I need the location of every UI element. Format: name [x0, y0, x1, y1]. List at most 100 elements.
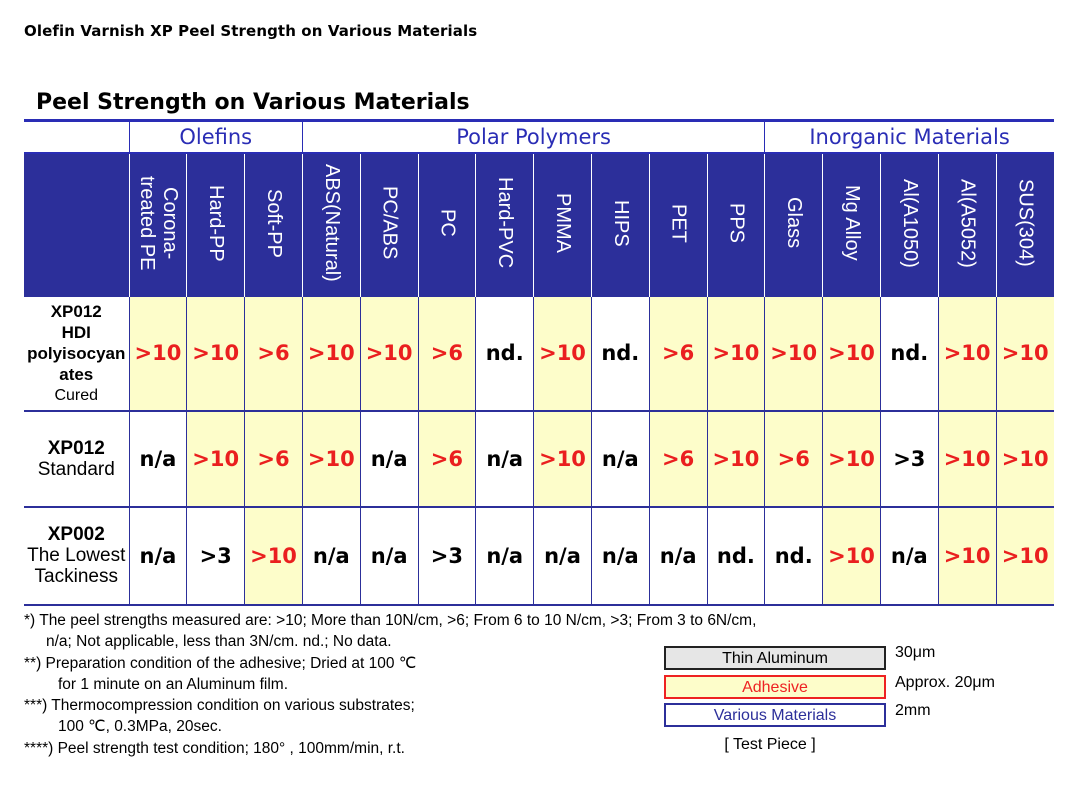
row-header-product: XP002 [47, 524, 105, 545]
material-header-row: Corona- treated PE Hard-PP Soft-PP ABS(N… [24, 152, 1054, 297]
material-header: HIPS [591, 152, 650, 297]
value-cell: >6 [764, 410, 824, 508]
footnote-line: for 1 minute on an Aluminum film. [58, 675, 289, 693]
material-header: PET [649, 152, 708, 297]
value-cell: >10 [996, 410, 1054, 508]
row-header-line: polyisocyan [27, 343, 126, 363]
value-cell: >10 [707, 296, 766, 412]
material-header: SUS(304) [996, 152, 1054, 297]
material-header: Soft-PP [244, 152, 303, 297]
value-cell: >6 [649, 410, 708, 508]
material-label: Mg Alloy [841, 185, 863, 261]
value-cell: nd. [707, 506, 766, 606]
row-header: XP012 HDI polyisocyan ates Cured [24, 296, 130, 412]
material-label: PPS [725, 202, 748, 244]
group-header-row: Olefins Polar Polymers Inorganic Materia… [24, 119, 1054, 154]
value-cell: n/a [591, 410, 650, 508]
value-cell: >10 [244, 506, 303, 606]
material-header: ABS(Natural) [302, 152, 361, 297]
material-label: Al(A5052) [956, 178, 979, 268]
group-header-olefins: Olefins [129, 119, 303, 154]
value-cell: n/a [129, 410, 188, 508]
thickness-various-materials: 2mm [895, 702, 931, 719]
footnote-line: ***) Thermocompression condition on vari… [24, 697, 415, 715]
section-title: Peel Strength on Various Materials [36, 90, 470, 115]
material-label: Al(A1050) [898, 178, 921, 268]
material-header: Al(A1050) [880, 152, 939, 297]
value-cell: n/a [475, 410, 535, 508]
footnote-line: *) The peel strengths measured are: >10;… [24, 612, 757, 629]
value-cell: >10 [996, 296, 1054, 412]
peel-strength-table: Olefins Polar Polymers Inorganic Materia… [24, 119, 1054, 606]
value-cell: >10 [938, 410, 997, 508]
value-cell: nd. [475, 296, 535, 412]
material-header: PC/ABS [360, 152, 419, 297]
value-cell: >10 [186, 296, 246, 412]
value-cell: >10 [533, 296, 592, 412]
value-cell: >10 [302, 296, 361, 412]
layer-adhesive: Adhesive [664, 675, 886, 699]
value-cell: n/a [360, 410, 419, 508]
value-cell: >10 [707, 410, 766, 508]
footnote-line: n/a; Not applicable, less than 3N/cm. nd… [46, 633, 392, 651]
material-label: Glass [783, 197, 806, 249]
row-header-line: HDI [61, 322, 91, 342]
value-cell: >10 [822, 410, 881, 508]
value-cell: >6 [244, 410, 303, 508]
footnotes: *) The peel strengths measured are: >10;… [24, 610, 757, 759]
value-cell: n/a [880, 506, 939, 606]
row-header-line: The Lowest [27, 545, 126, 566]
value-cell: >6 [244, 296, 303, 412]
footnote-line: **) Preparation condition of the adhesiv… [24, 654, 417, 672]
material-label: PMMA [552, 193, 574, 253]
value-cell: >10 [129, 296, 188, 412]
footnote-line: ****) Peel strength test condition; 180°… [24, 739, 405, 757]
material-label: SUS(304) [1014, 179, 1037, 267]
value-cell: >10 [360, 296, 419, 412]
value-cell: nd. [880, 296, 939, 412]
row-header-line: Tackiness [34, 566, 118, 587]
row-header-product: XP012 [47, 437, 105, 459]
value-cell: >3 [418, 506, 477, 606]
row-header: XP012 Standard [24, 410, 130, 508]
value-cell: n/a [475, 506, 535, 606]
table-row: XP012 Standard n/a >10 >6 >10 n/a >6 n/a >10 n/a… [24, 410, 1054, 508]
row-header-line: ates [59, 364, 94, 384]
value-cell: >6 [418, 296, 477, 412]
value-cell: >3 [880, 410, 939, 508]
row-header-line: Cured [54, 386, 99, 404]
row-header-product: XP012 [50, 301, 102, 321]
layer-thin-aluminum: Thin Aluminum [664, 646, 886, 670]
thickness-adhesive: Approx. 20μm [895, 674, 995, 691]
value-cell: n/a [591, 506, 650, 606]
material-header: Corona- treated PE [129, 152, 188, 297]
group-header-inorganic-materials: Inorganic Materials [764, 119, 1054, 154]
thickness-aluminum: 30μm [895, 644, 936, 661]
material-label: ABS(Natural) [320, 164, 343, 282]
material-header-blank [24, 152, 130, 297]
table-row: XP002 The Lowest Tackiness n/a >3 >10 n/a n/… [24, 506, 1054, 606]
material-header: Glass [764, 152, 824, 297]
material-header: Al(A5052) [938, 152, 997, 297]
layer-various-materials: Various Materials [664, 703, 886, 727]
material-label: Soft-PP [263, 188, 285, 258]
value-cell: >3 [186, 506, 246, 606]
test-piece-caption: [ Test Piece ] [724, 736, 816, 753]
material-label: Hard-PVC [494, 177, 517, 269]
value-cell: >10 [302, 410, 361, 508]
value-cell: n/a [129, 506, 188, 606]
value-cell: >10 [996, 506, 1054, 606]
value-cell: n/a [360, 506, 419, 606]
value-cell: >10 [764, 296, 824, 412]
material-header: PPS [707, 152, 766, 297]
material-label: HIPS [609, 199, 632, 247]
group-header-polar-polymers: Polar Polymers [302, 119, 766, 154]
footnote-line: 100 ℃, 0.3MPa, 20sec. [58, 718, 222, 736]
value-cell: >10 [938, 506, 997, 606]
material-label: Hard-PP [205, 184, 228, 262]
value-cell: n/a [302, 506, 361, 606]
value-cell: >6 [649, 296, 708, 412]
page-title: Olefin Varnish XP Peel Strength on Vario… [24, 22, 478, 40]
material-label: PC/ABS [378, 186, 401, 260]
value-cell: nd. [591, 296, 650, 412]
